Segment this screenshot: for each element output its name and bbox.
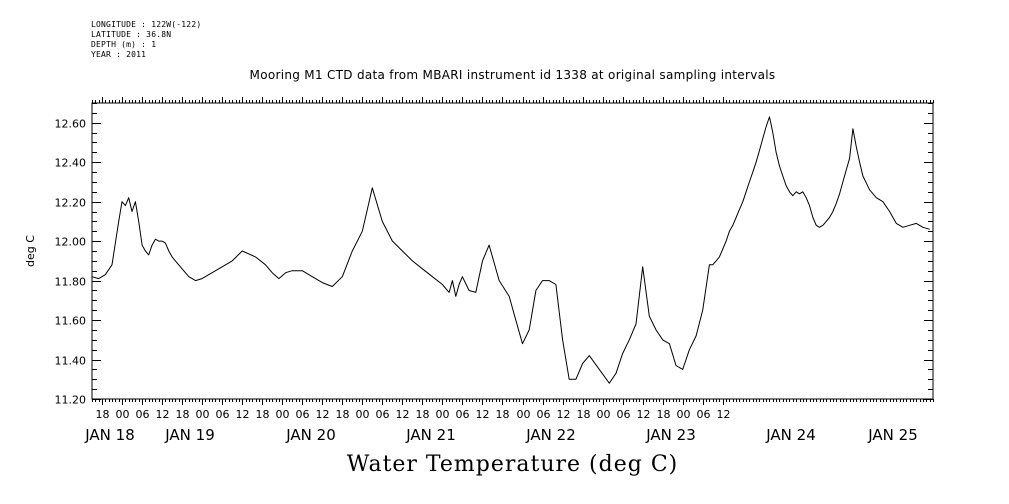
- plot-frame: [91, 102, 934, 400]
- x-hour-tick-label: 12: [637, 408, 651, 421]
- y-tick-label: 11.60: [55, 315, 87, 328]
- series-line: [91, 116, 930, 384]
- x-hour-tick-label: 06: [537, 408, 551, 421]
- x-date-label: JAN 21: [405, 426, 456, 444]
- x-hour-tick-label: 00: [116, 408, 130, 421]
- plot-axes: [91, 102, 934, 400]
- x-hour-tick-label: 12: [316, 408, 330, 421]
- y-tick-label: 12.60: [55, 118, 87, 131]
- x-hour-tick-label: 00: [597, 408, 611, 421]
- x-date-label: JAN 22: [525, 426, 576, 444]
- x-hour-tick-label: 18: [657, 408, 671, 421]
- y-tick-label: 12.40: [55, 157, 87, 170]
- x-hour-tick-label: 06: [697, 408, 711, 421]
- x-hour-tick-label: 06: [376, 408, 390, 421]
- axis-tick-labels: 11.20 11.40 11.60 11.80 12.00 12.20 12.40 12.60…: [55, 118, 918, 445]
- x-date-label: JAN 23: [645, 426, 696, 444]
- x-hour-tick-label: 00: [677, 408, 691, 421]
- x-hour-tick-label: 18: [96, 408, 110, 421]
- x-hour-tick-label: 12: [476, 408, 490, 421]
- x-hour-tick-label: 06: [456, 408, 470, 421]
- x-hour-tick-label: 00: [517, 408, 531, 421]
- x-axis-label: Water Temperature (deg C): [346, 452, 679, 477]
- y-tick-label: 12.00: [55, 236, 87, 249]
- x-date-label: JAN 24: [765, 426, 816, 444]
- x-hour-tick-label: 18: [416, 408, 430, 421]
- series-group: [91, 116, 930, 384]
- x-hour-tick-label: 18: [336, 408, 350, 421]
- meta-longitude: LONGITUDE : 122W(-122): [91, 20, 202, 29]
- meta-year: YEAR : 2011: [91, 50, 147, 59]
- meta-depth: DEPTH (m) : 1: [91, 40, 157, 49]
- x-date-label: JAN 20: [285, 426, 336, 444]
- x-hour-tick-label: 18: [256, 408, 270, 421]
- x-hour-tick-label: 18: [176, 408, 190, 421]
- x-date-label: JAN 25: [867, 426, 918, 444]
- x-hour-tick-label: 12: [717, 408, 731, 421]
- x-hour-tick-label: 12: [236, 408, 250, 421]
- y-axis-label: deg C: [24, 235, 37, 267]
- y-tick-label: 11.20: [55, 394, 87, 407]
- axis-ticks: [92, 97, 934, 405]
- chart-title: Mooring M1 CTD data from MBARI instrumen…: [249, 68, 776, 82]
- x-hour-tick-label: 06: [296, 408, 310, 421]
- x-date-label: JAN 18: [84, 426, 135, 444]
- x-hour-tick-label: 18: [577, 408, 591, 421]
- x-hour-tick-label: 00: [356, 408, 370, 421]
- x-hour-tick-label: 12: [396, 408, 410, 421]
- x-hour-tick-label: 00: [436, 408, 450, 421]
- x-hour-tick-label: 12: [557, 408, 571, 421]
- meta-latitude: LATITUDE : 36.8N: [91, 30, 172, 39]
- x-date-label: JAN 19: [164, 426, 215, 444]
- metadata-block: LONGITUDE : 122W(-122) LATITUDE : 36.8N …: [91, 20, 201, 60]
- x-hour-tick-label: 06: [617, 408, 631, 421]
- x-hour-tick-label: 00: [196, 408, 210, 421]
- x-hour-tick-label: 18: [496, 408, 510, 421]
- x-hour-tick-label: 00: [276, 408, 290, 421]
- x-hour-tick-label: 12: [156, 408, 170, 421]
- y-tick-label: 11.40: [55, 355, 87, 368]
- x-hour-tick-label: 06: [136, 408, 150, 421]
- y-tick-label: 12.20: [55, 197, 87, 210]
- y-tick-label: 11.80: [55, 276, 87, 289]
- x-hour-tick-label: 06: [216, 408, 230, 421]
